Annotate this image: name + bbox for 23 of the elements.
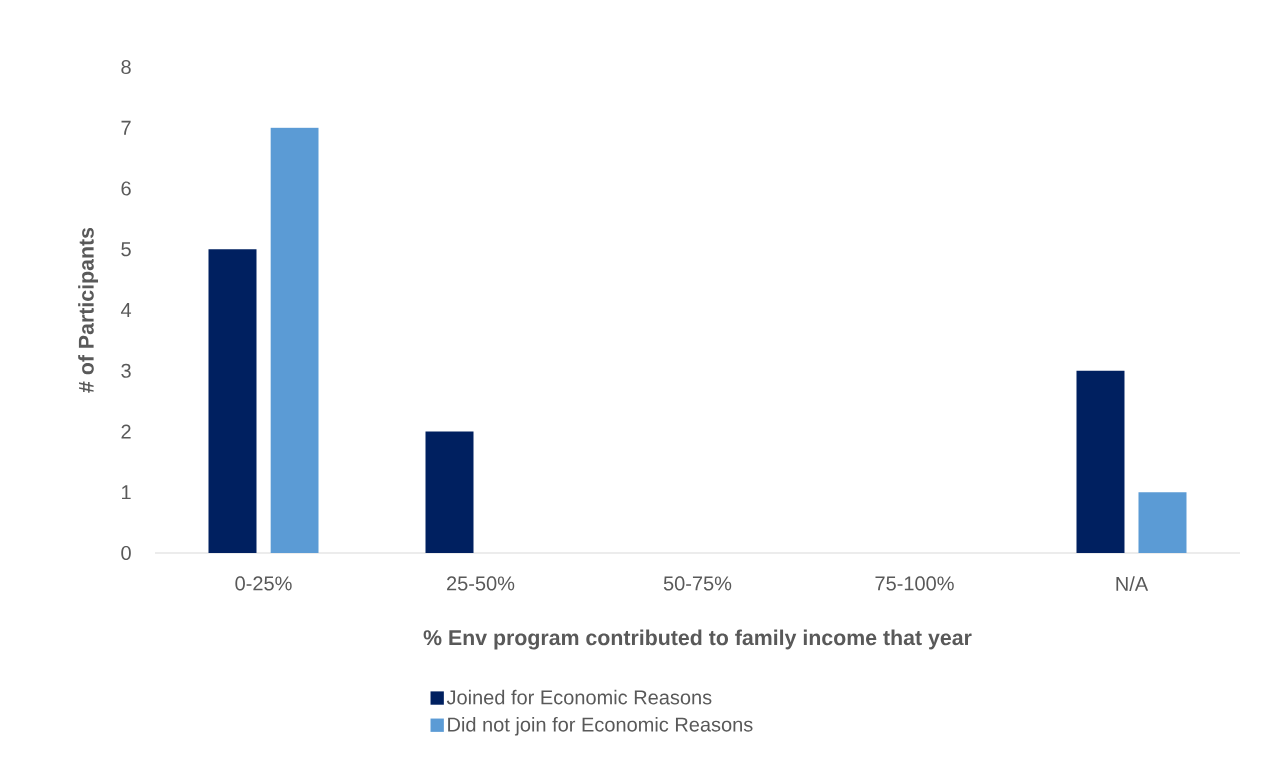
bar (1138, 492, 1187, 553)
y-tick-label: 4 (120, 303, 132, 317)
y-tick-label: 8 (121, 59, 131, 75)
y-tick-label: 0 (121, 545, 131, 561)
y-tick-label: 5 (121, 242, 131, 257)
x-axis-title: % Env program contributed to family income that year (423, 629, 972, 650)
y-tick-label: 3 (121, 363, 131, 378)
bar (208, 249, 257, 553)
y-tick-label: 2 (121, 424, 131, 439)
y-tick-label: 1 (122, 485, 131, 500)
y-tick-label: 7 (121, 120, 131, 135)
x-tick-label: 50-75% (663, 576, 732, 591)
x-tick-label: N/A (1116, 576, 1149, 592)
bar (270, 127, 319, 553)
x-tick-label: 75-100% (875, 576, 954, 591)
y-tick-label: 6 (121, 181, 131, 196)
bar (425, 431, 474, 553)
y-axis-title: # of Participants (78, 227, 99, 393)
bar (1076, 370, 1125, 553)
x-tick-label: 25-50% (447, 576, 515, 591)
legend-label: Did not join for Economic Reasons (448, 716, 753, 736)
legend-label: Joined for Economic Reasons (446, 689, 712, 705)
x-tick-label: 0-25% (235, 576, 292, 591)
